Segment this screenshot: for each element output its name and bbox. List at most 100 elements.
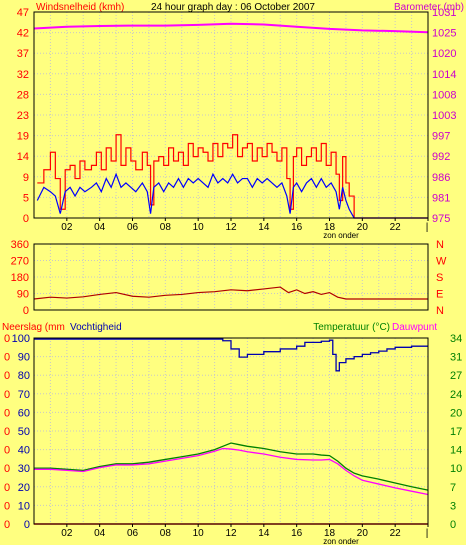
compass-tick-label: N: [436, 305, 444, 317]
barometer-tick-label: 986: [432, 172, 450, 184]
humidity-series-line: [34, 338, 428, 372]
barometer-tick-label: 1025: [432, 28, 456, 40]
rain-tick-label: 0: [4, 519, 10, 531]
barometer-tick-label: 997: [432, 131, 450, 143]
barometer-tick-label: 1014: [432, 69, 456, 81]
humidity-tick-label: 60: [18, 407, 30, 419]
x-tick-label-3: 20: [357, 528, 369, 539]
rain-tick-label: 0: [4, 463, 10, 475]
x-tick-label-1: 18: [324, 222, 336, 233]
temperature-tick-label: 20: [450, 407, 462, 419]
compass-tick-label: E: [436, 289, 443, 301]
direction-tick-label: 0: [23, 305, 29, 317]
wind-tick-label: 32: [17, 69, 29, 81]
barometer-tick-label: 1008: [432, 89, 456, 101]
temperature-tick-label: 14: [450, 445, 462, 457]
humidity-tick-label: 20: [18, 482, 30, 494]
wind-tick-label: 9: [23, 172, 29, 184]
dewpoint-series-line: [34, 447, 429, 496]
temperature-tick-label: 3: [450, 500, 456, 512]
dewpoint-axis-label: Dauwpunt: [392, 322, 437, 333]
barometer-tick-label: 981: [432, 192, 450, 204]
compass-tick-label: S: [436, 272, 443, 284]
barometer-tick-label: 1003: [432, 110, 456, 122]
humidity-tick-label: 50: [18, 426, 30, 438]
x-tick-label-3: 16: [291, 528, 303, 539]
x-tick-label-3: 02: [61, 528, 73, 539]
rain-tick-label: 0: [4, 370, 10, 382]
rain-tick-label: 0: [4, 500, 10, 512]
wind-tick-label: 47: [17, 7, 29, 19]
humidity-tick-label: 0: [24, 519, 30, 531]
x-tick-label-3-end: |: [426, 528, 429, 539]
humidity-tick-label: 40: [18, 445, 30, 457]
x-tick-label-1: 14: [258, 222, 270, 233]
temperature-tick-label: 10: [450, 463, 462, 475]
x-tick-label-3: 12: [225, 528, 237, 539]
temperature-axis-label: Temperatuur (°C): [313, 322, 390, 333]
temperature-series-line: [34, 442, 429, 491]
wind-tick-label: 19: [17, 131, 29, 143]
humidity-tick-label: 80: [18, 370, 30, 382]
rain-tick-label: 0: [4, 445, 10, 457]
direction-tick-label: 180: [11, 272, 29, 284]
x-tick-label-3: 04: [94, 528, 106, 539]
x-tick-label-1: 22: [390, 222, 402, 233]
direction-series-line: [33, 286, 428, 300]
barometer-axis-label: Barometer (mb): [394, 2, 464, 13]
gust-series-line: [37, 134, 428, 219]
temperature-tick-label: 0: [450, 519, 456, 531]
x-tick-label-1: 04: [94, 222, 106, 233]
wind-tick-label: 0: [23, 213, 29, 225]
wind-series-line: [36, 172, 428, 219]
direction-tick-label: 270: [11, 256, 29, 268]
rain-tick-label: 0: [4, 407, 10, 419]
humidity-tick-label: 10: [18, 500, 30, 512]
x-tick-label-1: 02: [61, 222, 73, 233]
rain-tick-label: 0: [4, 352, 10, 364]
rain-tick-label: 0: [4, 482, 10, 494]
humidity-tick-label: 90: [18, 352, 30, 364]
compass-tick-label: W: [436, 256, 447, 268]
x-tick-label-3: 18: [324, 528, 336, 539]
humidity-axis-label: Vochtigheid: [70, 322, 122, 333]
temperature-tick-label: 27: [450, 370, 462, 382]
x-tick-label-3: 22: [390, 528, 402, 539]
temperature-tick-label: 7: [450, 482, 456, 494]
wind-tick-label: 37: [17, 48, 29, 60]
x-tick-label-3: 10: [193, 528, 205, 539]
rain-tick-label: 0: [4, 333, 10, 345]
direction-tick-label: 360: [11, 239, 29, 251]
x-tick-label-1: 12: [225, 222, 237, 233]
chart-title: 24 hour graph day : 06 October 2007: [151, 2, 315, 13]
direction-panel-frame: [33, 243, 429, 311]
x-tick-label-1: 08: [160, 222, 172, 233]
compass-tick-label: N: [436, 239, 444, 251]
wind-tick-label: 14: [17, 151, 29, 163]
sunset-label: zon onder: [323, 231, 359, 240]
temperature-tick-label: 34: [450, 333, 462, 345]
humidity-tick-label: 70: [18, 389, 30, 401]
barometer-series-line: [33, 22, 429, 34]
temperature-tick-label: 31: [450, 352, 462, 364]
humidity-tick-label: 30: [18, 463, 30, 475]
rain-tick-label: 0: [4, 389, 10, 401]
wind-tick-label: 42: [17, 28, 29, 40]
barometer-tick-label: 975: [432, 213, 450, 225]
temperature-tick-label: 17: [450, 426, 462, 438]
x-tick-label-3: 06: [127, 528, 139, 539]
x-tick-label-1: 20: [357, 222, 369, 233]
x-tick-label-1: 06: [127, 222, 139, 233]
rain-axis-label: Neerslag (mm: [2, 322, 65, 333]
barometer-tick-label: 1031: [432, 7, 456, 19]
sunset-label: zon onder: [323, 537, 359, 545]
direction-tick-label: 90: [17, 289, 29, 301]
x-tick-label-1: 10: [193, 222, 205, 233]
rain-tick-label: 0: [4, 426, 10, 438]
x-tick-label-1: 16: [291, 222, 303, 233]
x-tick-label-1-end: |: [426, 222, 429, 233]
wind-tick-label: 23: [17, 110, 29, 122]
x-tick-label-3: 14: [258, 528, 270, 539]
